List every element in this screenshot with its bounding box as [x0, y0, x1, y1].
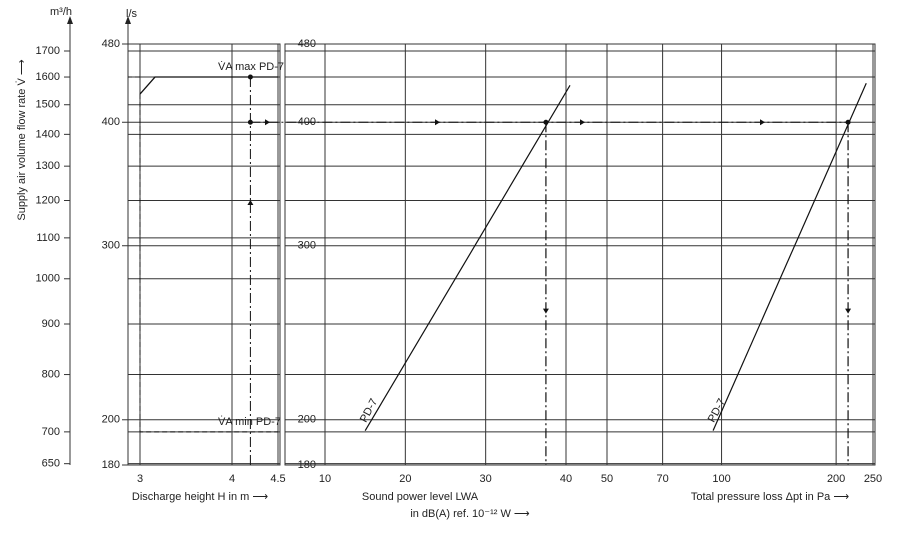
- x-tick-label: 200: [827, 473, 845, 485]
- m3h-unit: m³/h: [50, 6, 72, 18]
- x-tick-label: 50: [601, 473, 613, 485]
- x-tick-label: 4: [229, 473, 235, 485]
- pressure-xlabel: Total pressure loss Δpt in Pa ⟶: [691, 491, 849, 503]
- arrow: [265, 119, 270, 126]
- x-tick-label: 20: [399, 473, 411, 485]
- m3h-tick-label: 1400: [36, 128, 60, 140]
- pd7-line: [712, 83, 867, 431]
- m3h-tick-label: 1500: [36, 99, 60, 111]
- vmin-label: V̇A min PD-7: [218, 415, 281, 428]
- x-tick-label: 30: [480, 473, 492, 485]
- m3h-tick-label: 1600: [36, 71, 60, 83]
- m3h-tick-label: 1200: [36, 194, 60, 206]
- m3h-label: Supply air volume flow rate V̇ ⟶: [15, 59, 28, 221]
- arrow: [580, 119, 585, 126]
- x-tick-label: 10: [319, 473, 331, 485]
- vmin-line: [139, 94, 278, 433]
- x-tick-label: 70: [656, 473, 668, 485]
- ls-tick-label: 300: [102, 240, 120, 252]
- m3h-tick-label: 1300: [36, 160, 60, 172]
- point: [543, 119, 549, 125]
- m3h-tick-label: 700: [42, 426, 60, 438]
- m3h-tick-label: 650: [42, 458, 60, 470]
- m3h-tick-label: 800: [42, 368, 60, 380]
- arrow: [125, 16, 131, 24]
- ls-tick-label: 200: [102, 414, 120, 426]
- x-tick-label: 3: [137, 473, 143, 485]
- arrow: [760, 119, 765, 126]
- ls-unit: l/s: [126, 8, 138, 20]
- arrow: [247, 200, 254, 205]
- pd7-label: PD-7: [706, 397, 728, 425]
- m3h-tick-label: 1700: [36, 45, 60, 57]
- arrow: [435, 119, 440, 126]
- vmax-label: V̇A max PD-7: [218, 60, 284, 73]
- point: [247, 119, 253, 125]
- vmax-line: [139, 76, 278, 95]
- arrow: [67, 16, 73, 24]
- m3h-tick-label: 900: [42, 318, 60, 330]
- ls-tick-label: 400: [102, 116, 120, 128]
- sound-xlabel: Sound power level LWA: [362, 491, 479, 503]
- x-tick-label: 40: [560, 473, 572, 485]
- x-tick-label: 100: [712, 473, 730, 485]
- pd7-line: [364, 84, 571, 431]
- m3h-tick-label: 1100: [36, 232, 60, 244]
- point: [247, 74, 253, 80]
- point: [845, 119, 851, 125]
- arrow: [845, 308, 852, 314]
- height-xlabel: Discharge height H in m ⟶: [132, 491, 268, 503]
- x-tick-label: 250: [864, 473, 882, 485]
- ls-tick-label: 480: [102, 38, 120, 50]
- sound-xlabel-2: in dB(A) ref. 10⁻¹² W ⟶: [410, 508, 530, 520]
- x-tick-label: 4.5: [270, 473, 285, 485]
- m3h-tick-label: 1000: [36, 273, 60, 285]
- arrow: [542, 308, 549, 314]
- ls-tick-label: 180: [102, 459, 120, 471]
- frame: [127, 43, 281, 466]
